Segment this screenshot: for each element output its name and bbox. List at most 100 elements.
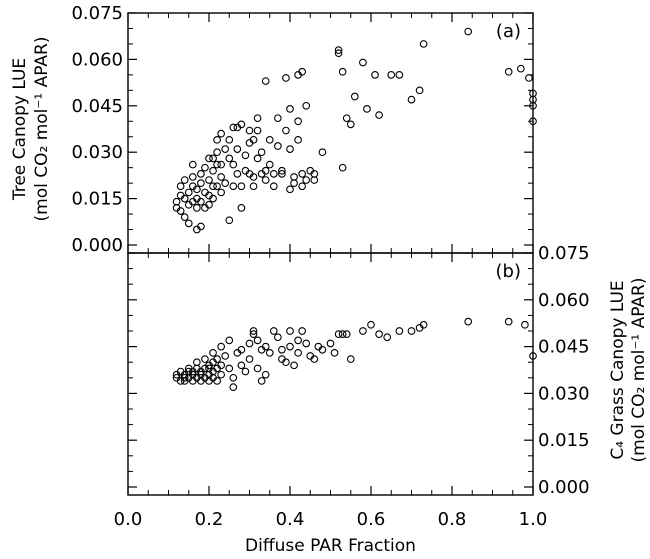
data-point xyxy=(346,355,355,363)
data-point xyxy=(504,67,513,76)
data-point xyxy=(278,170,286,178)
y-axis-label: Tree Canopy LUE xyxy=(10,58,30,201)
data-point xyxy=(180,373,189,382)
y-tick-label: 0.000 xyxy=(71,235,123,256)
data-point xyxy=(197,179,205,187)
data-point xyxy=(375,111,383,119)
data-point xyxy=(290,179,298,187)
data-point xyxy=(529,117,537,126)
data-point xyxy=(419,320,428,329)
data-point xyxy=(302,339,311,348)
data-point xyxy=(387,71,396,79)
data-point xyxy=(359,327,367,335)
data-point xyxy=(249,327,258,335)
data-point xyxy=(233,170,242,178)
data-point xyxy=(302,101,311,110)
data-point xyxy=(286,185,294,194)
data-point xyxy=(249,173,258,181)
data-point xyxy=(525,74,533,82)
data-point xyxy=(184,188,193,197)
data-point xyxy=(371,71,379,79)
data-point xyxy=(407,95,416,104)
y-axis-units: (mol CO₂ mol⁻¹ APAR) xyxy=(32,37,52,222)
data-point xyxy=(516,64,525,73)
panel-label: (b) xyxy=(496,261,521,282)
data-point xyxy=(334,46,343,54)
data-point xyxy=(338,330,347,338)
data-point xyxy=(213,135,221,144)
data-point xyxy=(253,154,262,163)
data-point xyxy=(217,129,225,138)
data-point xyxy=(253,336,262,345)
data-point xyxy=(257,148,266,157)
data-point xyxy=(521,320,529,329)
x-tick-label: 0.8 xyxy=(438,509,467,530)
data-point xyxy=(245,339,254,348)
data-point xyxy=(225,336,234,345)
data-point xyxy=(464,27,473,36)
data-point xyxy=(298,182,307,191)
x-tick-label: 1.0 xyxy=(519,509,548,530)
data-point xyxy=(282,74,290,82)
data-point xyxy=(205,154,213,163)
data-point xyxy=(318,148,327,157)
data-point xyxy=(395,71,404,79)
y-tick-label: 0.015 xyxy=(538,430,590,451)
data-point xyxy=(294,348,302,357)
data-point xyxy=(419,40,428,48)
data-point xyxy=(367,320,375,329)
data-point xyxy=(188,173,197,181)
y-tick-label: 0.030 xyxy=(538,383,590,404)
data-point xyxy=(338,67,347,76)
data-point xyxy=(338,163,347,172)
data-point xyxy=(229,182,238,191)
data-point xyxy=(395,327,404,335)
data-point xyxy=(217,370,225,379)
data-point xyxy=(286,342,294,351)
data-point xyxy=(334,330,343,338)
x-tick-label: 0.0 xyxy=(114,509,143,530)
data-point xyxy=(237,120,246,129)
data-point xyxy=(326,339,335,348)
data-point xyxy=(363,105,371,113)
data-point xyxy=(294,336,302,345)
data-point xyxy=(294,135,302,144)
data-point xyxy=(180,213,189,222)
data-point xyxy=(209,182,217,191)
data-point xyxy=(221,145,230,153)
data-point xyxy=(253,114,262,123)
data-point xyxy=(286,105,294,113)
data-point xyxy=(233,145,242,153)
data-point xyxy=(217,342,225,351)
data-point xyxy=(180,194,189,203)
data-point xyxy=(310,176,319,184)
data-point xyxy=(197,222,205,231)
data-point xyxy=(257,377,266,385)
data-point xyxy=(286,145,294,153)
data-point xyxy=(201,355,209,363)
data-point xyxy=(415,86,424,95)
data-point xyxy=(229,383,238,392)
data-point xyxy=(249,135,258,144)
data-point xyxy=(383,333,392,342)
data-point xyxy=(176,207,185,215)
data-point xyxy=(253,126,262,135)
data-point xyxy=(209,194,217,203)
data-point xyxy=(188,160,197,169)
data-point xyxy=(359,58,367,67)
data-point xyxy=(213,377,221,385)
y-tick-label: 0.030 xyxy=(71,142,123,163)
data-point xyxy=(278,345,286,354)
data-point xyxy=(221,352,230,360)
data-point xyxy=(265,348,274,357)
data-point xyxy=(274,114,282,123)
y-tick-label: 0.060 xyxy=(538,290,590,311)
data-point xyxy=(342,330,351,338)
data-point xyxy=(213,148,221,157)
data-point xyxy=(249,330,258,338)
x-tick-label: 0.4 xyxy=(276,509,305,530)
data-point xyxy=(229,123,238,132)
data-point xyxy=(274,142,282,150)
data-point xyxy=(193,204,201,212)
data-point xyxy=(184,219,193,228)
